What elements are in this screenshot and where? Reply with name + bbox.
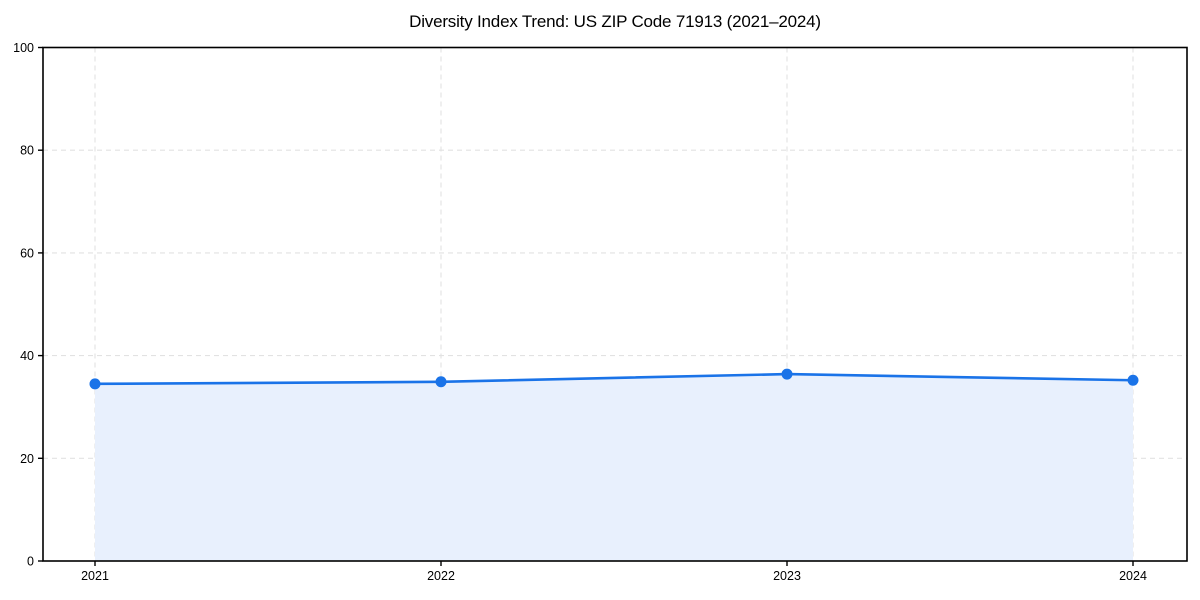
x-tick-label: 2021 <box>81 569 109 583</box>
x-tick-label: 2024 <box>1119 569 1147 583</box>
data-point-marker <box>1127 374 1139 386</box>
data-point-marker <box>435 376 447 388</box>
data-point-marker <box>781 368 793 380</box>
y-tick-label: 60 <box>20 246 34 260</box>
y-tick-label: 0 <box>27 555 34 569</box>
x-tick-label: 2022 <box>427 569 455 583</box>
y-tick-label: 80 <box>20 144 34 158</box>
data-point-marker <box>89 378 101 390</box>
y-tick-label: 40 <box>20 349 34 363</box>
y-tick-label: 20 <box>20 452 34 466</box>
axes-frame <box>42 46 1188 562</box>
area-fill <box>95 374 1133 561</box>
x-tick-label: 2023 <box>773 569 801 583</box>
y-tick-label: 100 <box>13 41 34 55</box>
trend-line <box>93 372 1135 386</box>
chart-title: Diversity Index Trend: US ZIP Code 71913… <box>409 12 821 31</box>
